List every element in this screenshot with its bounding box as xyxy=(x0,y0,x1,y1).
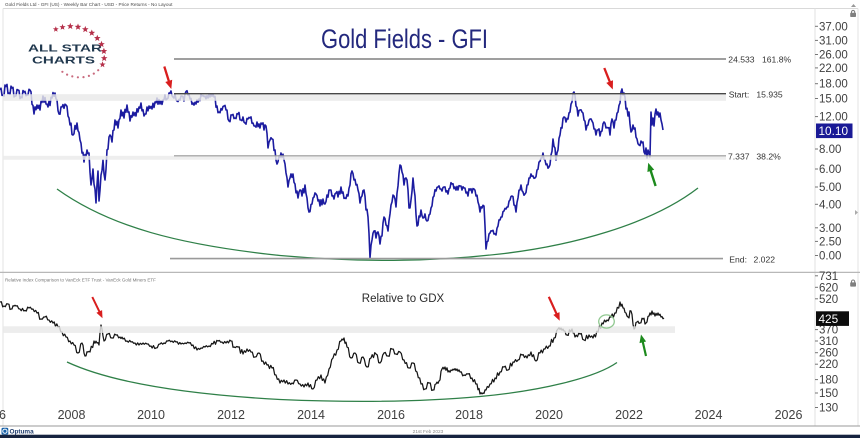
svg-text:Start:: Start: xyxy=(729,89,750,99)
svg-text:ALL STAR: ALL STAR xyxy=(28,43,103,55)
svg-text:6.00: 6.00 xyxy=(819,164,841,176)
svg-text:26.00: 26.00 xyxy=(819,50,848,62)
svg-text:731: 731 xyxy=(819,271,838,283)
svg-text:Relative to GDX: Relative to GDX xyxy=(362,293,445,305)
svg-text:2022: 2022 xyxy=(615,408,643,422)
svg-text:End:: End: xyxy=(729,254,747,264)
svg-text:220: 220 xyxy=(819,359,838,371)
svg-text:310: 310 xyxy=(819,336,838,348)
svg-text:150: 150 xyxy=(819,388,838,400)
svg-text:2020: 2020 xyxy=(535,408,563,422)
svg-text:425: 425 xyxy=(819,312,839,326)
svg-text:2016: 2016 xyxy=(377,408,405,422)
svg-text:161.8%: 161.8% xyxy=(762,55,792,65)
svg-text:21st Feb 2023: 21st Feb 2023 xyxy=(413,429,444,435)
svg-text:31.00: 31.00 xyxy=(819,35,848,47)
svg-text:5.00: 5.00 xyxy=(819,182,841,194)
svg-text:4.00: 4.00 xyxy=(819,199,841,211)
svg-text:260: 260 xyxy=(819,348,838,360)
svg-text:2026: 2026 xyxy=(775,408,803,422)
svg-text:2014: 2014 xyxy=(297,408,325,422)
svg-text:3.00: 3.00 xyxy=(819,223,841,235)
svg-text:2010: 2010 xyxy=(137,408,165,422)
svg-text:620: 620 xyxy=(819,282,838,294)
svg-text:18.00: 18.00 xyxy=(819,79,848,91)
svg-text:180: 180 xyxy=(819,375,838,387)
svg-text:0.00: 0.00 xyxy=(819,251,841,263)
svg-text:Gold Fields - GFI: Gold Fields - GFI xyxy=(321,24,488,54)
svg-text:CHARTS: CHARTS xyxy=(32,55,95,67)
svg-text:2018: 2018 xyxy=(455,408,483,422)
svg-text:38.2%: 38.2% xyxy=(756,151,781,161)
svg-text:12.00: 12.00 xyxy=(819,112,848,124)
svg-text:520: 520 xyxy=(819,294,838,306)
svg-text:Relative Index Comparison to V: Relative Index Comparison to VanEck ETF … xyxy=(5,278,156,283)
svg-text:130: 130 xyxy=(819,403,838,415)
svg-text:2006: 2006 xyxy=(0,408,6,422)
svg-text:2024: 2024 xyxy=(695,408,723,422)
svg-text:15.00: 15.00 xyxy=(819,94,848,106)
svg-text:37.00: 37.00 xyxy=(819,21,848,33)
svg-text:15.935: 15.935 xyxy=(756,89,783,99)
svg-text:2008: 2008 xyxy=(58,408,86,422)
svg-text:2012: 2012 xyxy=(217,408,245,422)
svg-text:22.00: 22.00 xyxy=(819,63,848,75)
svg-text:2.022: 2.022 xyxy=(754,254,776,264)
svg-text:8.00: 8.00 xyxy=(819,144,841,156)
svg-text:24.533: 24.533 xyxy=(728,55,755,65)
svg-text:10.10: 10.10 xyxy=(819,124,849,138)
svg-text:Optuma: Optuma xyxy=(10,429,35,436)
svg-text:370: 370 xyxy=(819,325,838,337)
svg-text:2.50: 2.50 xyxy=(819,236,841,248)
svg-text:Gold Fields Ltd - GFI (US) - W: Gold Fields Ltd - GFI (US) - Weekly Bar … xyxy=(5,2,173,7)
svg-text:7.337: 7.337 xyxy=(728,151,750,161)
